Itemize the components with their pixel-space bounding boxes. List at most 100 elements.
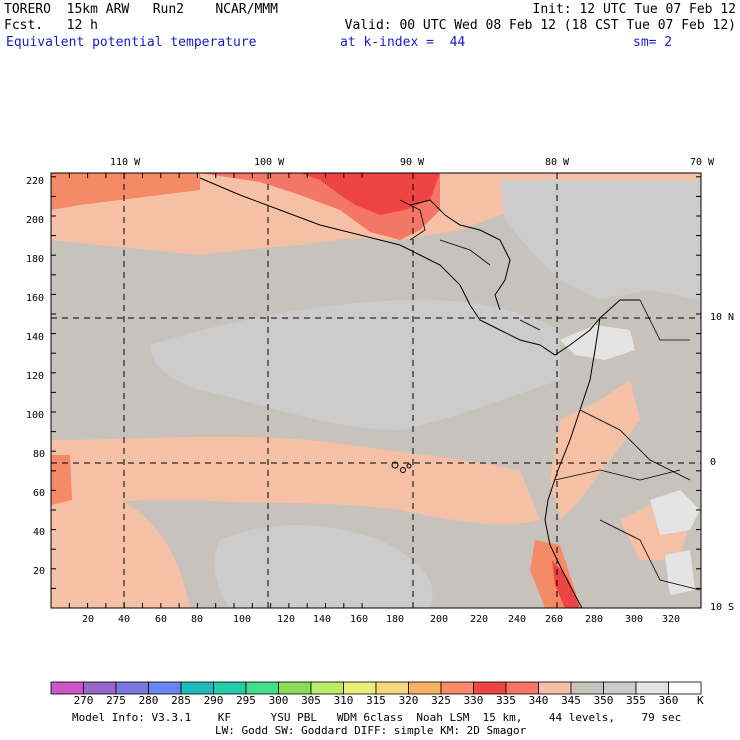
colorbar-swatch [115,681,149,695]
colorbar-swatch [180,681,214,695]
lon-label: 110 W [110,157,141,168]
grid-x-label: 220 [470,614,489,625]
cool-zone-central [150,300,560,430]
grid-x-label: 40 [118,614,131,625]
grid-x-label: 300 [625,614,644,625]
smoothing-info: sm= 2 [633,35,673,50]
physics-info: LW: Godd SW: Goddard DIFF: simple KM: 2D… [215,724,527,737]
colorbar [50,681,702,695]
forecast-hour: Fcst. 12 h [4,18,98,33]
colorbar-label: 315 [366,694,386,707]
grid-y-label: 60 [33,488,46,499]
colorbar-swatch [635,681,669,695]
lat-label: 10 S [710,602,735,613]
grid-x-label: 200 [430,614,449,625]
grid-x-label: 20 [82,614,95,625]
model-run-title: TORERO 15km ARW Run2 NCAR/MMM [4,2,278,17]
colorbar-label: 355 [626,694,646,707]
colorbar-label: 270 [73,694,94,707]
colorbar-swatch [245,681,279,695]
grid-x-label: 120 [277,614,296,625]
colorbar-swatch [603,681,637,695]
colorbar-label: 310 [333,694,354,707]
coastline-central-america [199,177,640,356]
grid-y-label: 200 [26,215,45,226]
grid-x-label: 180 [386,614,405,625]
colorbar-swatch [505,681,539,695]
field-name: Equivalent potential temperature [6,35,257,50]
colorbar-swatch [50,681,84,695]
grid-x-label: 240 [508,614,527,625]
grid-x-label: 160 [350,614,369,625]
grid-x-label: 80 [191,614,204,625]
grid-y-label: 120 [26,371,45,382]
warm-land-coast [550,380,640,520]
colorbar-label: 280 [138,694,159,707]
colorbar-label: 290 [203,694,224,707]
hot-zone-west-edge [51,455,72,505]
colorbar-swatch [343,681,377,695]
colorbar-label: 275 [106,694,126,707]
warm-band-south [51,436,540,525]
colorbar-label: 295 [236,694,256,707]
grid-y-label: 80 [33,449,46,460]
init-time: Init: 12 UTC Tue 07 Feb 12 [532,2,737,17]
colorbar-swatch [148,681,182,695]
colorbar-swatch [310,681,344,695]
colorbar-swatch [83,681,117,695]
grid-y-label: 180 [26,254,45,265]
lon-label: 100 W [254,157,285,168]
colorbar-label: 340 [528,694,549,707]
colorbar-label: 305 [301,694,321,707]
lon-label: 70 W [690,157,715,168]
cool-zone-south [214,525,433,608]
colorbar-label: 345 [561,694,581,707]
colorbar-unit: K [697,694,704,707]
grid-y-label: 140 [26,332,45,343]
cool-zone-east [500,180,701,300]
colorbar-swatch [278,681,312,695]
lat-label: 10 N [710,312,735,323]
colorbar-swatch [570,681,604,695]
white-zone-2 [650,490,700,535]
map-frame [50,172,702,609]
lon-label: 80 W [545,157,570,168]
colorbar-label: 285 [171,694,191,707]
hottest-zone-coast [300,173,440,215]
white-zone-1 [560,325,635,360]
grid-x-label: 140 [313,614,332,625]
grid-y-label: 160 [26,293,45,304]
colorbar-swatch [375,681,409,695]
hot-zone-northwest [51,173,200,210]
colorbar-label: 335 [496,694,516,707]
grid-x-label: 260 [545,614,564,625]
white-zone-3 [665,550,695,595]
lon-label: 90 W [400,157,425,168]
grid-y-label: 100 [26,410,45,421]
colorbar-label: 325 [431,694,451,707]
model-info: Model Info: V3.3.1 KF YSU PBL WDM 6class… [72,711,682,724]
grid-x-label: 100 [233,614,252,625]
country-borders [399,199,701,591]
grid-y-label: 220 [26,176,45,187]
colorbar-swatch [213,681,247,695]
grid-x-label: 320 [662,614,681,625]
colorbar-swatch [408,681,442,695]
valid-time: Valid: 00 UTC Wed 08 Feb 12 (18 CST Tue … [344,18,736,33]
grid-x-label: 280 [585,614,604,625]
coastline-caribbean [409,199,511,311]
colorbar-label: 320 [398,694,419,707]
grid-y-label: 40 [33,527,46,538]
coastline-south-america [544,317,601,608]
colorbar-label: 330 [463,694,484,707]
colorbar-label: 360 [658,694,679,707]
colorbar-swatch [538,681,572,695]
colorbar-label: 300 [268,694,289,707]
hottest-zone-peru [552,560,580,608]
lat-label: 0 [710,457,717,468]
warm-band-west [51,500,190,608]
level-info: at k-index = 44 [340,35,466,50]
colorbar-swatch [473,681,507,695]
grid-x-label: 60 [155,614,168,625]
